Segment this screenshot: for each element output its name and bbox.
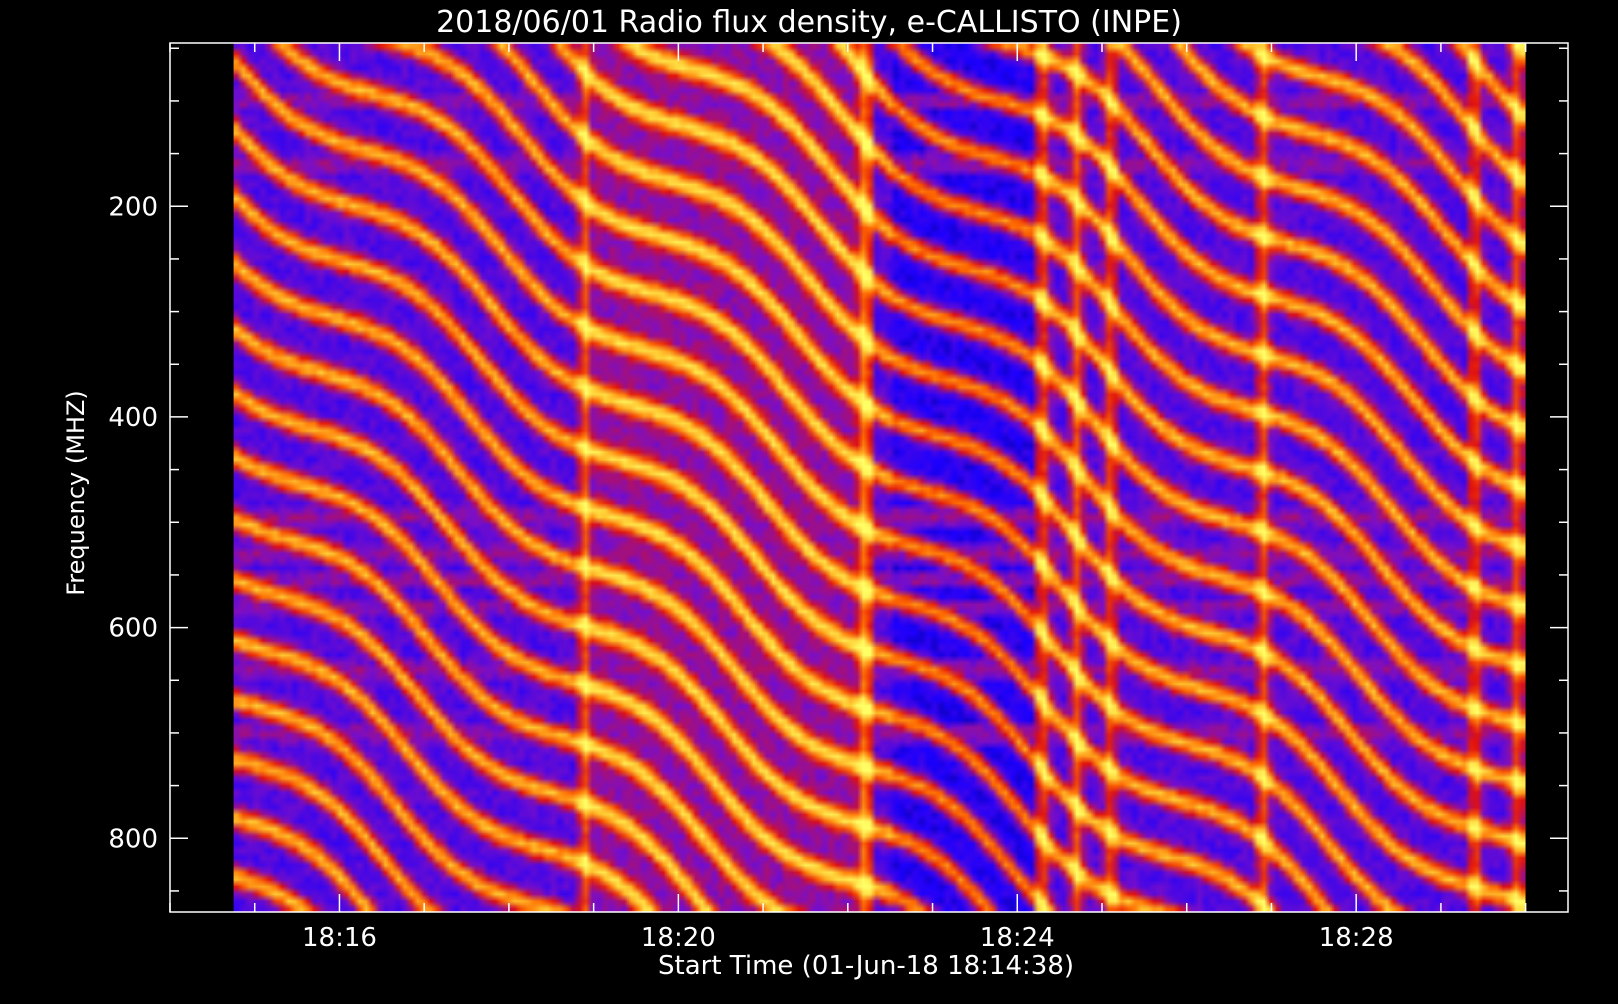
axes-layer: 18:16 18:20 18:24 18:28 200 400 600 800 — [108, 43, 1568, 953]
plot-frame — [169, 42, 1569, 913]
y-tick-label: 600 — [108, 614, 158, 644]
y-tick-label: 800 — [108, 824, 158, 854]
y-axis-label: Frequency (MHZ) — [62, 390, 90, 596]
x-tick-label: 18:16 — [302, 923, 377, 953]
x-tick-label: 18:24 — [980, 923, 1055, 953]
heatmap-layer — [233, 43, 1526, 912]
y-tick-label: 200 — [108, 192, 158, 222]
x-tick-label: 18:28 — [1319, 923, 1394, 953]
chart-title: 2018/06/01 Radio flux density, e-CALLIST… — [436, 5, 1182, 40]
x-tick-label: 18:20 — [641, 923, 716, 953]
y-tick-label: 400 — [108, 403, 158, 433]
spectrogram-image — [233, 43, 1526, 912]
x-axis-label: Start Time (01-Jun-18 18:14:38) — [658, 951, 1074, 981]
